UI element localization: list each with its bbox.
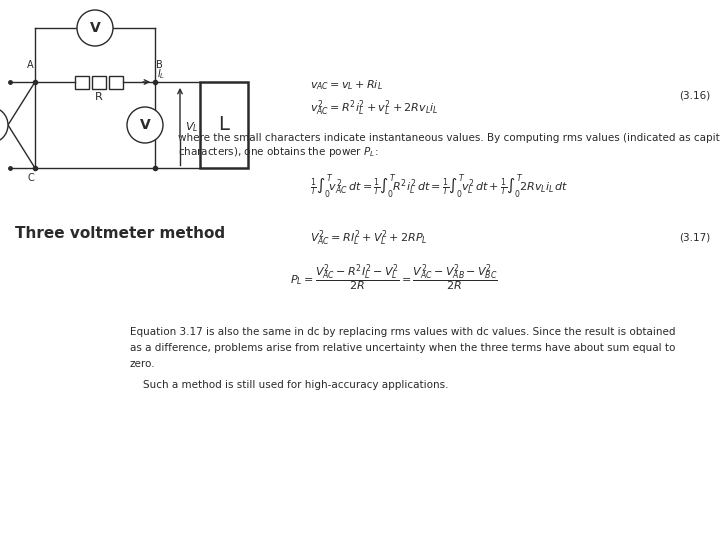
Text: $v_{AC}^2 = R^2i_L^2 + v_L^2 + 2Rv_{L}i_L$: $v_{AC}^2 = R^2i_L^2 + v_L^2 + 2Rv_{L}i_… (310, 98, 438, 118)
Text: Three voltmeter method: Three voltmeter method (15, 226, 225, 240)
Bar (92, 76, 106, 89)
Text: Equation 3.17 is also the same in dc by replacing rms values with dc values. Sin: Equation 3.17 is also the same in dc by … (130, 327, 675, 337)
Text: $v_{AC} = v_L + Ri_L$: $v_{AC} = v_L + Ri_L$ (310, 78, 383, 92)
Text: Such a method is still used for high-accuracy applications.: Such a method is still used for high-acc… (130, 380, 449, 390)
Text: V: V (89, 21, 100, 35)
Text: where the small characters indicate instantaneous values. By computing rms value: where the small characters indicate inst… (178, 133, 720, 143)
Circle shape (77, 10, 113, 46)
Text: L: L (219, 116, 230, 134)
Text: $\frac{1}{T}\int_0^T\!v_{AC}^2\,dt = \frac{1}{T}\int_0^T\!R^2i_L^2\,dt = \frac{1: $\frac{1}{T}\int_0^T\!v_{AC}^2\,dt = \fr… (310, 173, 569, 201)
Text: A: A (27, 60, 34, 70)
Text: $V_L$: $V_L$ (185, 120, 199, 134)
Text: C: C (27, 173, 34, 183)
Text: zero.: zero. (130, 359, 156, 369)
Circle shape (127, 107, 163, 143)
Text: (3.16): (3.16) (679, 91, 710, 101)
Bar (75, 76, 89, 89)
Text: $V_{AC}^2 = RI_L^2 + V_L^2 + 2RP_L$: $V_{AC}^2 = RI_L^2 + V_L^2 + 2RP_L$ (310, 228, 428, 248)
Text: V: V (140, 118, 150, 132)
Circle shape (0, 107, 8, 143)
Text: R: R (95, 92, 103, 102)
Bar (200, 82, 248, 168)
Text: $P_L = \dfrac{V_{AC}^2 - R^2I_L^2 - V_L^2}{2R} = \dfrac{V_{AC}^2 - V_{AB}^2 - V_: $P_L = \dfrac{V_{AC}^2 - R^2I_L^2 - V_L^… (290, 262, 498, 294)
Bar (109, 76, 123, 89)
Text: B: B (156, 60, 163, 70)
Text: as a difference, problems arise from relative uncertainty when the three terms h: as a difference, problems arise from rel… (130, 343, 675, 353)
Text: characters), one obtains the power $P_L$:: characters), one obtains the power $P_L$… (178, 145, 379, 159)
Text: (3.17): (3.17) (679, 233, 710, 243)
Text: $I_L$: $I_L$ (157, 67, 165, 81)
